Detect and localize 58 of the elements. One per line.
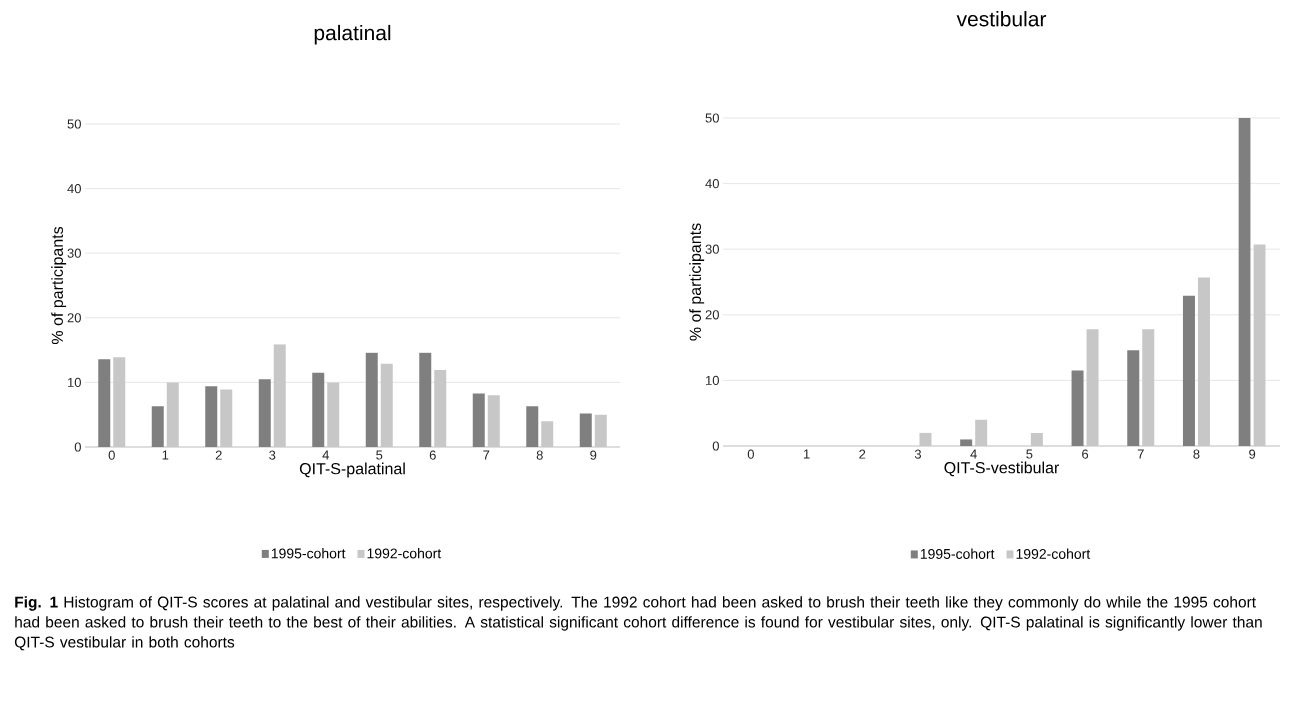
x-tick-label: 9 (1249, 449, 1256, 459)
x-tick-label: 5 (1026, 449, 1033, 459)
x-axis-title: QIT-S-palatinal (299, 462, 405, 478)
x-tick-label: 7 (1137, 449, 1144, 459)
x-tick-label: 3 (269, 450, 276, 460)
x-tick-label: 1 (803, 449, 810, 459)
x-tick-label: 0 (747, 449, 754, 459)
x-tick-label: 8 (536, 450, 543, 460)
x-tick-label: 1 (162, 450, 169, 460)
y-tick-label: 30 (705, 244, 719, 254)
bar (1127, 350, 1140, 446)
bar (472, 393, 485, 447)
y-axis-title: % of participants (689, 223, 705, 341)
chart-title: vestibular (956, 11, 1047, 27)
bar (365, 352, 378, 447)
x-tick-label: 5 (376, 450, 383, 460)
x-tick-label: 8 (1193, 449, 1200, 459)
bar (312, 372, 325, 447)
y-tick-label: 40 (67, 183, 81, 194)
x-tick-label: 6 (1082, 449, 1089, 459)
y-tick-label: 10 (68, 377, 81, 387)
x-tick-label: 6 (429, 450, 436, 460)
y-axis-title: % of participants (51, 226, 67, 345)
x-tick-label: 7 (483, 450, 490, 460)
text: Fig. 1 Histogram of QIT-S scores at palatinal and vestibular sites, respectively. The 1992 cohort had been asked to brush their teeth like they commonly do while the 1995 cohort had been asked to brush their teeth to the best of their abilities. A statistical significant cohort difference is found for vestibular sites, only. QIT-S palatinal is significantly lower than QIT-S vestibular in both cohorts (14, 596, 1262, 651)
y-tick-label: 10 (706, 375, 719, 385)
bar (960, 439, 973, 446)
bar (1071, 370, 1084, 446)
y-tick-label: 20 (67, 313, 81, 323)
y-tick-label: 0 (712, 441, 719, 451)
legend-label: 1992-cohort (367, 548, 442, 559)
y-tick-label: 50 (705, 113, 719, 123)
y-tick-label: 0 (74, 442, 81, 452)
legend-label: 1995-cohort (920, 548, 995, 559)
bar (1238, 118, 1251, 446)
x-tick-label: 3 (914, 449, 922, 459)
y-tick-label: 30 (67, 248, 81, 258)
y-tick-label: 40 (705, 178, 719, 189)
bar (258, 379, 271, 447)
bar (98, 359, 111, 447)
x-tick-label: 9 (590, 450, 597, 460)
legend-label: 1995-cohort (271, 548, 346, 559)
x-tick-label: 2 (859, 449, 866, 459)
bar (419, 352, 432, 447)
legend-label: 1992-cohort (1016, 548, 1091, 559)
chart-title: palatinal (314, 24, 391, 45)
bar (579, 413, 592, 447)
y-tick-label: 50 (67, 119, 81, 129)
bar (151, 406, 164, 447)
x-axis-title: QIT-S-vestibular (944, 461, 1060, 477)
y-tick-label: 20 (705, 310, 719, 320)
x-tick-label: 0 (108, 450, 115, 460)
bar (526, 406, 539, 447)
x-tick-label: 2 (215, 450, 222, 460)
x-tick-label: 4 (970, 449, 977, 459)
x-tick-label: 4 (322, 450, 329, 460)
bar (1182, 295, 1195, 446)
bar (205, 386, 218, 447)
